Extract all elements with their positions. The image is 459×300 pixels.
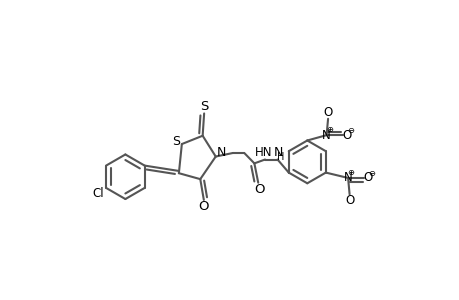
Text: N: N: [321, 129, 330, 142]
Text: ⊕: ⊕: [325, 125, 332, 134]
Text: H: H: [276, 152, 284, 162]
Text: N: N: [216, 146, 225, 160]
Text: ⊖: ⊖: [368, 169, 375, 178]
Text: N: N: [273, 146, 282, 159]
Text: O: O: [323, 106, 332, 119]
Text: ⊖: ⊖: [347, 126, 353, 135]
Text: N: N: [343, 171, 352, 184]
Text: S: S: [200, 100, 208, 113]
Text: O: O: [198, 200, 209, 213]
Text: ⊕: ⊕: [347, 168, 354, 177]
Text: S: S: [172, 135, 180, 148]
Text: O: O: [341, 129, 351, 142]
Text: HN: HN: [254, 146, 272, 159]
Text: O: O: [363, 171, 372, 184]
Text: Cl: Cl: [93, 187, 104, 200]
Text: O: O: [254, 183, 264, 196]
Text: O: O: [344, 194, 353, 207]
